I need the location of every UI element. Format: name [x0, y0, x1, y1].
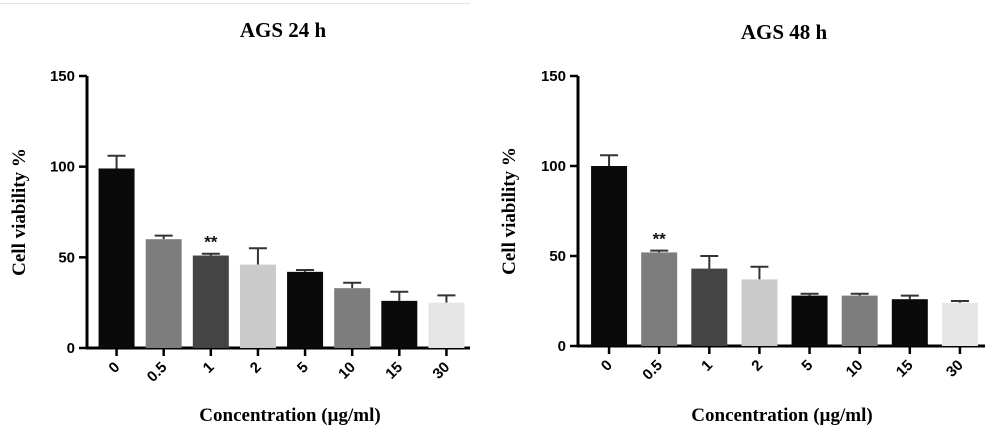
x-tick-label: 0	[105, 359, 123, 377]
x-tick-label: 30	[943, 357, 967, 381]
bar-5	[791, 295, 828, 346]
bar-0	[591, 166, 628, 346]
y-tick-label: 150	[541, 68, 566, 85]
bar-0.5	[145, 239, 182, 348]
x-tick-label: 30	[429, 359, 453, 383]
bar-15	[381, 300, 418, 348]
panel-divider	[0, 3, 470, 4]
bar-2	[239, 264, 276, 348]
y-tick-label: 100	[541, 158, 566, 175]
x-tick-label: 1	[698, 357, 716, 375]
y-axis-label: Cell viability %	[499, 147, 520, 275]
y-tick-label: 0	[558, 338, 566, 355]
chart-24h: AGS 24 h 0 50 100 150 Cell viability % 0 0.5 1 2 5…	[9, 18, 470, 426]
bar-1	[691, 268, 728, 346]
significance-marker: **	[653, 230, 667, 249]
bar-30	[428, 302, 465, 348]
y-tick-label: 0	[67, 340, 75, 357]
x-axis-label: Concentration (µg/ml)	[691, 405, 872, 426]
y-tick-label: 100	[50, 159, 75, 176]
x-tick-label: 1	[200, 359, 218, 377]
x-tick-label: 5	[798, 357, 816, 375]
x-tick-label: 15	[893, 357, 917, 381]
chart-title: AGS 24 h	[240, 18, 327, 42]
x-tick-label: 10	[843, 357, 867, 381]
bar-10	[841, 295, 878, 346]
x-tick-label: 2	[247, 359, 265, 377]
x-tick-label: 0.5	[144, 359, 171, 386]
x-tick-label: 2	[748, 357, 766, 375]
y-tick-label: 50	[549, 248, 566, 265]
y-tick-label: 50	[58, 249, 75, 266]
x-tick-label: 10	[335, 359, 359, 383]
bar-10	[334, 288, 371, 348]
chart-panel-24h: AGS 24 h 0 50 100 150 Cell viability % 0 0.5 1 2 5…	[0, 0, 490, 448]
bar-15	[891, 299, 928, 346]
y-tick-label: 150	[50, 68, 75, 85]
significance-marker: **	[204, 233, 218, 252]
x-tick-label: 0	[598, 357, 616, 375]
x-tick-label: 0.5	[639, 357, 666, 384]
bar-5	[287, 271, 324, 348]
bar-0.5	[641, 252, 678, 346]
chart-title: AGS 48 h	[741, 20, 828, 44]
y-axis-label: Cell viability %	[9, 148, 30, 276]
x-tick-label: 5	[294, 359, 312, 377]
bar-0	[98, 168, 135, 348]
x-axis-label: Concentration (µg/ml)	[199, 405, 380, 426]
bar-30	[941, 302, 978, 346]
bar-2	[741, 279, 778, 346]
bar-1	[192, 255, 229, 348]
x-tick-label: 15	[382, 359, 406, 383]
chart-panel-48h: AGS 48 h 0 50 100 150 Cell viability % 0 0.5 1 2 5…	[490, 0, 1000, 448]
chart-48h: AGS 48 h 0 50 100 150 Cell viability % 0 0.5 1 2 5…	[499, 20, 985, 426]
